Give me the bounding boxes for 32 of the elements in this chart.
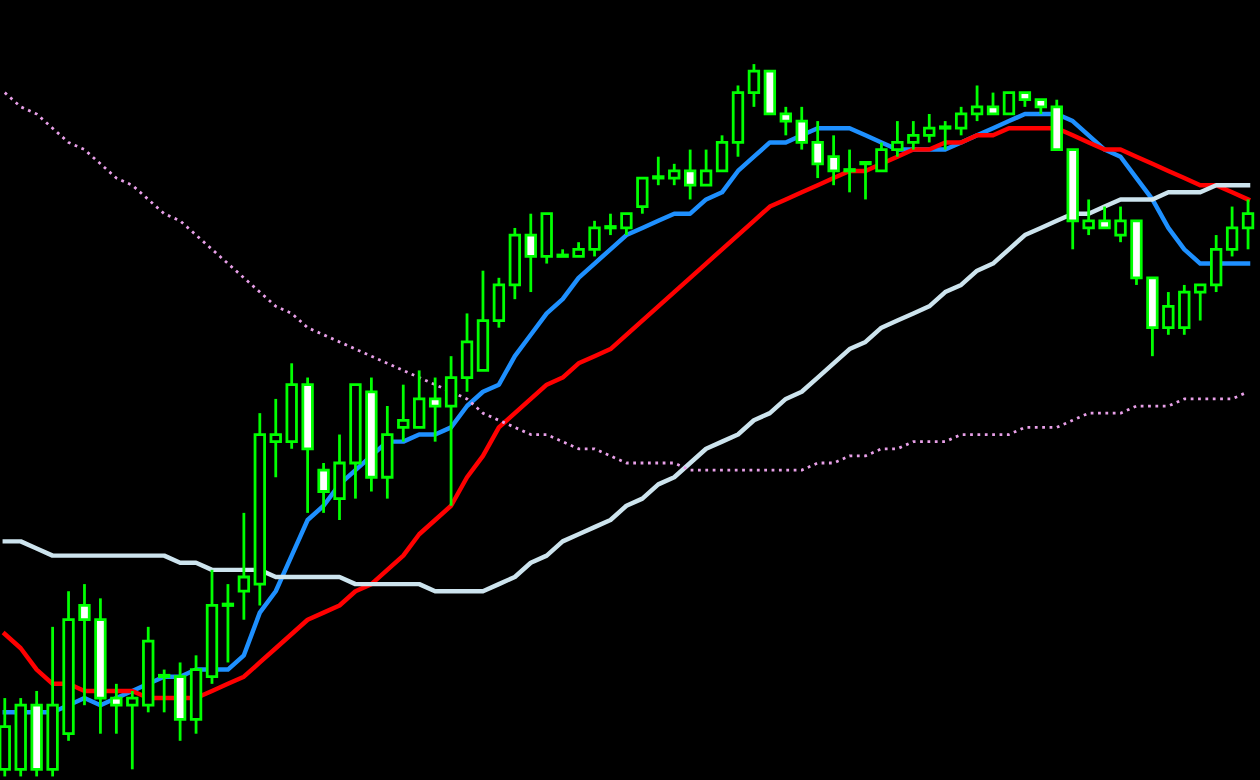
- candlestick: [986, 91, 1000, 116]
- candlestick: [237, 511, 251, 622]
- candlestick: [0, 696, 11, 778]
- candlestick: [444, 354, 458, 508]
- candlestick: [1050, 98, 1063, 151]
- candlestick: [715, 133, 729, 173]
- candlestick: [1225, 205, 1239, 258]
- candlestick: [747, 62, 761, 109]
- candlestick: [795, 105, 808, 151]
- candlestick: [1194, 283, 1207, 322]
- candlestick: [1002, 91, 1016, 116]
- candlestick: [158, 668, 171, 714]
- candlestick: [954, 105, 968, 137]
- candlestick: [524, 212, 537, 294]
- candlestick: [428, 376, 442, 444]
- candlestick: [221, 582, 235, 664]
- candlestick: [173, 661, 187, 743]
- candlestick: [970, 84, 984, 123]
- candlestick: [269, 397, 282, 479]
- candlestick: [923, 112, 936, 144]
- candlestick: [684, 148, 697, 201]
- candlestick: [939, 119, 952, 151]
- candlestick: [460, 312, 474, 394]
- candlestick: [413, 369, 426, 429]
- candlestick: [1241, 198, 1255, 251]
- candlestick: [397, 383, 410, 444]
- candlestick: [699, 148, 713, 187]
- candlestick: [763, 69, 777, 116]
- candlestick: [779, 105, 792, 137]
- candlestick: [492, 276, 506, 330]
- candlestick: [668, 162, 681, 187]
- candlestick: [1210, 233, 1223, 294]
